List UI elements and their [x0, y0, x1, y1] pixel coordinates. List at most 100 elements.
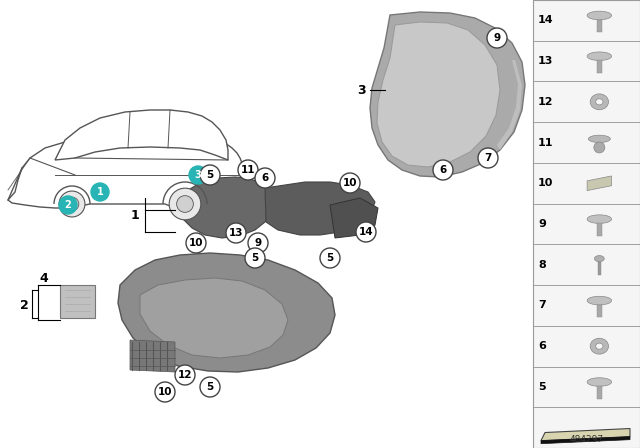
- Ellipse shape: [590, 338, 609, 354]
- Polygon shape: [587, 176, 612, 190]
- Ellipse shape: [594, 142, 605, 153]
- Bar: [597, 305, 602, 317]
- Text: 11: 11: [538, 138, 554, 147]
- Text: 2: 2: [20, 298, 28, 311]
- Circle shape: [59, 191, 85, 217]
- Circle shape: [200, 377, 220, 397]
- Text: 9: 9: [255, 238, 262, 248]
- Bar: [597, 60, 602, 73]
- Polygon shape: [140, 278, 288, 358]
- Circle shape: [186, 233, 206, 253]
- Text: 6: 6: [261, 173, 269, 183]
- Bar: [533, 326, 640, 366]
- Ellipse shape: [596, 99, 603, 105]
- Bar: [533, 407, 640, 448]
- Text: 5: 5: [206, 382, 214, 392]
- Circle shape: [356, 222, 376, 242]
- Circle shape: [340, 173, 360, 193]
- Circle shape: [255, 168, 275, 188]
- Polygon shape: [370, 12, 525, 177]
- Ellipse shape: [590, 94, 609, 110]
- Bar: [533, 82, 640, 122]
- Circle shape: [175, 365, 195, 385]
- Polygon shape: [175, 177, 272, 238]
- Text: 2: 2: [65, 200, 72, 210]
- Bar: [533, 41, 640, 82]
- Text: 5: 5: [326, 253, 333, 263]
- Text: 1: 1: [97, 187, 104, 197]
- Bar: [598, 262, 601, 275]
- Ellipse shape: [587, 378, 612, 386]
- Text: 9: 9: [493, 33, 500, 43]
- Text: 8: 8: [538, 260, 546, 270]
- Ellipse shape: [596, 343, 603, 349]
- Ellipse shape: [587, 11, 612, 20]
- Text: 10: 10: [189, 238, 204, 248]
- Text: 11: 11: [241, 165, 255, 175]
- Text: 12: 12: [178, 370, 192, 380]
- Polygon shape: [265, 182, 375, 235]
- Text: 484297: 484297: [570, 435, 604, 444]
- Polygon shape: [118, 253, 335, 372]
- Circle shape: [155, 382, 175, 402]
- Circle shape: [248, 233, 268, 253]
- Text: 4: 4: [40, 271, 49, 284]
- Bar: [533, 0, 640, 41]
- Text: 7: 7: [538, 301, 546, 310]
- Bar: [533, 0, 640, 448]
- Text: 5: 5: [252, 253, 259, 263]
- Text: 5: 5: [206, 170, 214, 180]
- Ellipse shape: [587, 52, 612, 60]
- Bar: [597, 20, 602, 32]
- Polygon shape: [55, 110, 228, 160]
- Bar: [533, 244, 640, 285]
- Polygon shape: [60, 285, 95, 318]
- Ellipse shape: [588, 135, 611, 142]
- Circle shape: [65, 197, 79, 211]
- Text: 14: 14: [538, 15, 554, 26]
- Circle shape: [177, 196, 193, 212]
- Bar: [533, 366, 640, 407]
- Text: 6: 6: [538, 341, 546, 351]
- Circle shape: [478, 148, 498, 168]
- Bar: [533, 285, 640, 326]
- Text: 7: 7: [484, 153, 492, 163]
- Circle shape: [433, 160, 453, 180]
- Text: 13: 13: [228, 228, 243, 238]
- Circle shape: [226, 223, 246, 243]
- Circle shape: [91, 183, 109, 201]
- Bar: [533, 122, 640, 163]
- Polygon shape: [8, 133, 243, 208]
- Polygon shape: [541, 437, 630, 444]
- Circle shape: [169, 188, 201, 220]
- Text: 12: 12: [538, 97, 554, 107]
- Circle shape: [189, 166, 207, 184]
- Ellipse shape: [595, 255, 604, 262]
- Circle shape: [238, 160, 258, 180]
- Text: 1: 1: [131, 208, 140, 221]
- Text: 9: 9: [538, 219, 546, 229]
- Circle shape: [320, 248, 340, 268]
- Circle shape: [487, 28, 507, 48]
- Text: 10: 10: [343, 178, 357, 188]
- Text: 3: 3: [358, 83, 366, 96]
- Text: 14: 14: [358, 227, 373, 237]
- Polygon shape: [541, 429, 630, 441]
- Text: 13: 13: [538, 56, 554, 66]
- Bar: [533, 163, 640, 204]
- Polygon shape: [377, 22, 500, 167]
- Text: 10: 10: [538, 178, 554, 188]
- Polygon shape: [497, 60, 522, 150]
- Circle shape: [200, 165, 220, 185]
- Polygon shape: [130, 340, 175, 372]
- Text: 5: 5: [538, 382, 546, 392]
- Circle shape: [245, 248, 265, 268]
- Text: 6: 6: [440, 165, 447, 175]
- Circle shape: [59, 196, 77, 214]
- Text: 10: 10: [157, 387, 172, 397]
- Bar: [597, 386, 602, 399]
- Polygon shape: [330, 198, 378, 238]
- Bar: [533, 204, 640, 244]
- Text: 3: 3: [195, 170, 202, 180]
- Bar: [597, 224, 602, 236]
